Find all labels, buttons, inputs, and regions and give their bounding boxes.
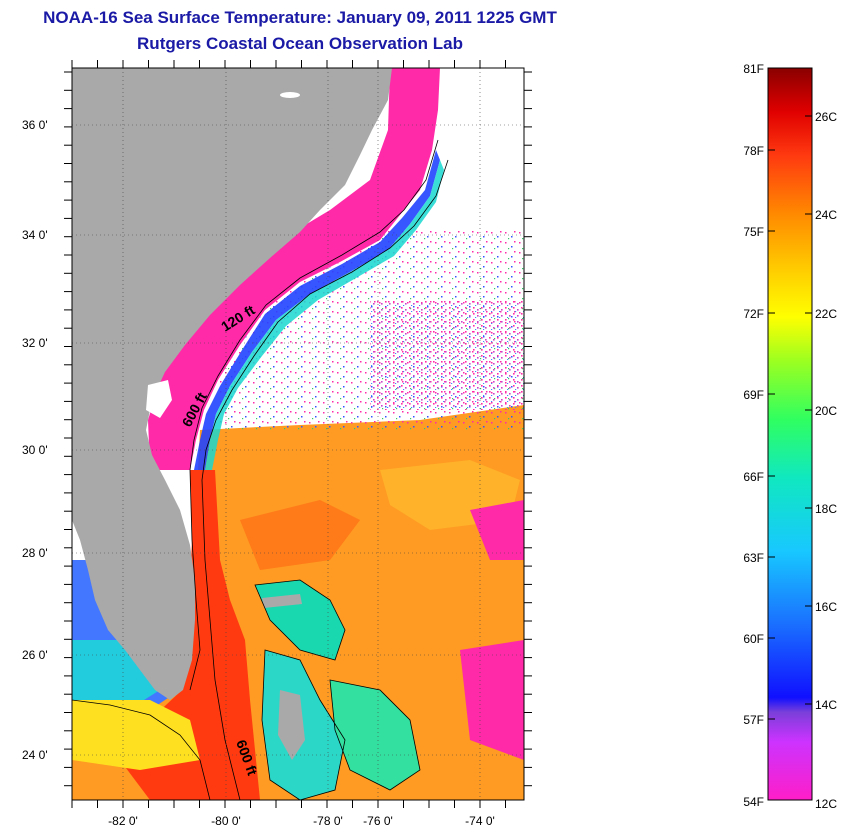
andros-island: [278, 690, 305, 760]
cb-label-24c: 24C: [815, 208, 838, 222]
grand-bahama-island: [262, 594, 302, 608]
cb-label-69f: 69F: [743, 388, 764, 402]
map-subtitle: Rutgers Coastal Ocean Observation Lab: [137, 34, 463, 53]
cb-label-26c: 26C: [815, 110, 838, 124]
gulf-contour: [72, 699, 211, 800]
dense-specks: [370, 300, 524, 410]
lat-label-26: 26 0': [22, 648, 48, 662]
contour-600ft: [201, 159, 449, 800]
lon-label-80: -80 0': [211, 814, 241, 828]
cb-label-75f: 75F: [743, 225, 764, 239]
cb-label-57f: 57F: [743, 713, 764, 727]
lat-label-24: 24 0': [22, 748, 48, 762]
colorbar: [767, 67, 813, 801]
cb-label-20c: 20C: [815, 404, 838, 418]
cb-label-12c: 12C: [815, 797, 838, 811]
gulf-warm-band: [72, 700, 200, 770]
lon-label-76: -76 0': [363, 814, 393, 828]
lon-label-82: -82 0': [108, 814, 138, 828]
cb-label-22c: 22C: [815, 307, 838, 321]
contour-120ft: [189, 139, 439, 691]
map-title: NOAA-16 Sea Surface Temperature: January…: [43, 8, 557, 27]
colorbar-ticks: [768, 115, 812, 720]
map-ticks: [64, 60, 532, 808]
lat-label-36: 36 0': [22, 118, 48, 132]
lat-label-30: 30 0': [22, 443, 48, 457]
inland-lake: [280, 92, 300, 98]
map-frame: [71, 67, 525, 801]
cb-label-66f: 66F: [743, 470, 764, 484]
cold-patch-east: [470, 500, 524, 560]
lat-label-34: 34 0': [22, 228, 48, 242]
cb-label-18c: 18C: [815, 502, 838, 516]
cb-label-54f: 54F: [743, 795, 764, 809]
great-bahama-bank: [262, 650, 345, 800]
cb-label-72f: 72F: [743, 307, 764, 321]
bahamas-contours: [254, 579, 421, 800]
us-east-coast-land: [72, 68, 392, 700]
cold-patch-southeast: [460, 640, 524, 760]
warm-patch: [240, 500, 360, 570]
cb-label-78f: 78F: [743, 144, 764, 158]
cb-label-60f: 60F: [743, 632, 764, 646]
lat-label-32: 32 0': [22, 336, 48, 350]
cb-label-16c: 16C: [815, 600, 838, 614]
cb-label-14c: 14C: [815, 698, 838, 712]
lon-label-78: -78 0': [313, 814, 343, 828]
lat-label-28: 28 0': [22, 546, 48, 560]
lake-okeechobee: [146, 380, 172, 418]
cold-shelf-water: [148, 68, 440, 470]
map-grid: [72, 68, 524, 800]
lon-label-74: -74 0': [465, 814, 495, 828]
cb-label-81f: 81F: [743, 62, 764, 76]
map-plot-area: [72, 68, 524, 800]
cb-label-63f: 63F: [743, 551, 764, 565]
